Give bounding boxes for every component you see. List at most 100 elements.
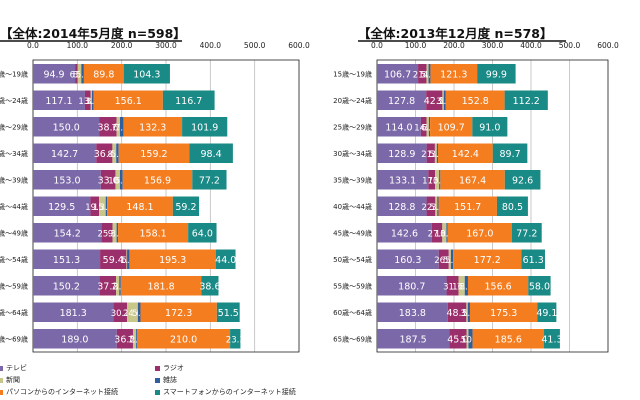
right-bar-pc_internet-3: [437, 143, 493, 163]
left-bar-tv-8: [33, 276, 100, 296]
right-bar-newspaper-9: [466, 302, 468, 322]
right-category-label-6: 45歳～49歳: [333, 228, 372, 237]
left-chart-title: 【全体:2014年5月度 n=598】: [0, 26, 186, 41]
right-bar-newspaper-4: [435, 170, 440, 190]
left-bar-tv-5: [33, 196, 91, 216]
left-bar-magazine-10: [136, 329, 138, 349]
right-bar-smartphone_internet-9: [537, 302, 557, 322]
left-data-label-pc_internet-3: 159.2: [140, 149, 167, 160]
left-data-label-radio-5: 19.5: [85, 203, 104, 213]
left-data-label-newspaper-2: 7.6: [112, 123, 126, 133]
left-bar-newspaper-2: [116, 117, 120, 137]
right-bar-tv-1: [377, 90, 427, 110]
left-bar-newspaper-6: [112, 223, 117, 243]
left-bar-radio-0: [75, 64, 78, 84]
left-data-label-smartphone_internet-7: 44.0: [215, 255, 236, 266]
left-bar-smartphone_internet-2: [182, 117, 228, 137]
left-bar-pc_internet-4: [122, 170, 193, 190]
left-bar-radio-6: [101, 223, 113, 243]
right-data-label-magazine-9: 5.8: [462, 309, 476, 319]
left-data-label-radio-1: 13.0: [78, 97, 97, 107]
left-bar-magazine-3: [116, 143, 119, 163]
right-data-label-magazine-10: 10.6: [461, 335, 480, 345]
left-data-label-smartphone_internet-9: 51.5: [218, 308, 239, 319]
right-bar-tv-6: [377, 223, 432, 243]
right-bar-magazine-6: [446, 223, 448, 243]
right-bar-radio-3: [426, 143, 435, 163]
right-tick-label-2: 200.0: [443, 41, 465, 50]
left-category-label-7: 50歳～54歳: [0, 255, 28, 264]
left-tick-label-4: 400.0: [200, 41, 222, 50]
left-bar-pc_internet-7: [129, 249, 217, 269]
right-bar-magazine-8: [464, 276, 468, 296]
left-bar-pc_internet-8: [120, 276, 202, 296]
right-bar-pc_internet-2: [430, 117, 473, 137]
left-data-label-newspaper-6: 9.3: [108, 229, 122, 239]
left-bar-smartphone_internet-9: [216, 302, 240, 322]
right-data-label-radio-3: 21.5: [421, 150, 440, 160]
right-data-label-smartphone_internet-8: 58.0: [529, 281, 550, 292]
right-tick-label-3: 300.0: [482, 41, 504, 50]
right-data-label-smartphone_internet-4: 92.6: [512, 175, 533, 186]
right-category-label-3: 30歳～34歳: [333, 149, 372, 158]
right-category-label-0: 15歳～19歳: [333, 69, 372, 78]
left-data-label-magazine-3: 5.6: [111, 150, 125, 160]
right-bar-pc_internet-4: [440, 170, 505, 190]
right-data-label-pc_internet-5: 151.7: [454, 202, 481, 213]
left-data-label-newspaper-1: 3.0: [85, 97, 99, 107]
right-bar-radio-4: [428, 170, 436, 190]
right-category-label-10: 65歳～69歳: [333, 334, 372, 343]
right-bar-tv-10: [377, 329, 450, 349]
right-bar-magazine-1: [443, 90, 446, 110]
left-bar-radio-1: [84, 90, 91, 110]
left-data-label-pc_internet-1: 156.1: [115, 96, 142, 107]
left-bar-newspaper-7: [126, 249, 128, 269]
right-bar-smartphone_internet-1: [504, 90, 548, 110]
right-bar-newspaper-3: [434, 143, 437, 163]
right-bar-radio-1: [426, 90, 443, 110]
left-data-label-tv-9: 181.3: [60, 308, 87, 319]
left-data-label-pc_internet-0: 89.8: [93, 69, 114, 80]
left-bar-magazine-2: [119, 117, 124, 137]
left-data-label-tv-1: 117.1: [45, 96, 72, 107]
left-bar-pc_internet-3: [118, 143, 190, 163]
right-data-label-newspaper-10: 5.1: [461, 335, 475, 345]
left-data-label-pc_internet-6: 158.1: [140, 228, 167, 239]
right-bar-magazine-9: [467, 302, 470, 322]
left-data-label-radio-9: 30.7: [111, 309, 130, 319]
left-bar-tv-9: [33, 302, 114, 322]
right-bar-smartphone_internet-5: [496, 196, 528, 216]
right-data-label-pc_internet-10: 185.6: [495, 334, 522, 345]
right-data-label-newspaper-5: 5.0: [430, 203, 444, 213]
left-data-label-pc_internet-5: 148.1: [126, 202, 153, 213]
right-data-label-pc_internet-7: 177.2: [474, 255, 501, 266]
legend-item-tv: テレビ: [0, 363, 27, 373]
right-bar-newspaper-8: [458, 276, 465, 296]
right-data-label-radio-0: 21.8: [413, 70, 432, 80]
left-data-label-pc_internet-9: 172.3: [165, 308, 192, 319]
right-data-label-pc_internet-6: 167.0: [466, 228, 493, 239]
left-data-label-smartphone_internet-5: 59.2: [175, 202, 196, 213]
right-data-label-radio-1: 42.1: [424, 96, 445, 107]
left-data-label-radio-2: 38.6: [97, 122, 118, 133]
left-category-label-4: 35歳～39歳: [0, 175, 28, 184]
right-data-label-magazine-8: 8.4: [460, 282, 474, 292]
left-data-label-pc_internet-2: 132.3: [139, 122, 166, 133]
left-bar-smartphone_internet-7: [216, 249, 236, 269]
left-tick-label-6: 600.0: [288, 41, 310, 50]
right-data-label-tv-1: 127.8: [388, 96, 415, 107]
right-data-label-smartphone_internet-7: 61.3: [523, 255, 544, 266]
left-data-label-radio-3: 36.4: [94, 149, 115, 160]
left-data-label-radio-6: 25.1: [97, 229, 116, 239]
left-bar-newspaper-0: [77, 64, 82, 84]
right-bar-newspaper-0: [426, 64, 429, 84]
right-data-label-smartphone_internet-1: 112.2: [513, 96, 540, 107]
right-bar-magazine-0: [428, 64, 431, 84]
left-bar-smartphone_internet-4: [192, 170, 227, 190]
right-data-label-radio-4: 17.6: [422, 176, 441, 186]
right-category-label-1: 20歳～24歳: [333, 96, 372, 105]
right-data-label-newspaper-9: 3.6: [460, 309, 474, 319]
right-tick-label-1: 100.0: [405, 41, 427, 50]
left-category-label-1: 20歳～24歳: [0, 96, 28, 105]
right-data-label-tv-4: 133.1: [389, 175, 416, 186]
